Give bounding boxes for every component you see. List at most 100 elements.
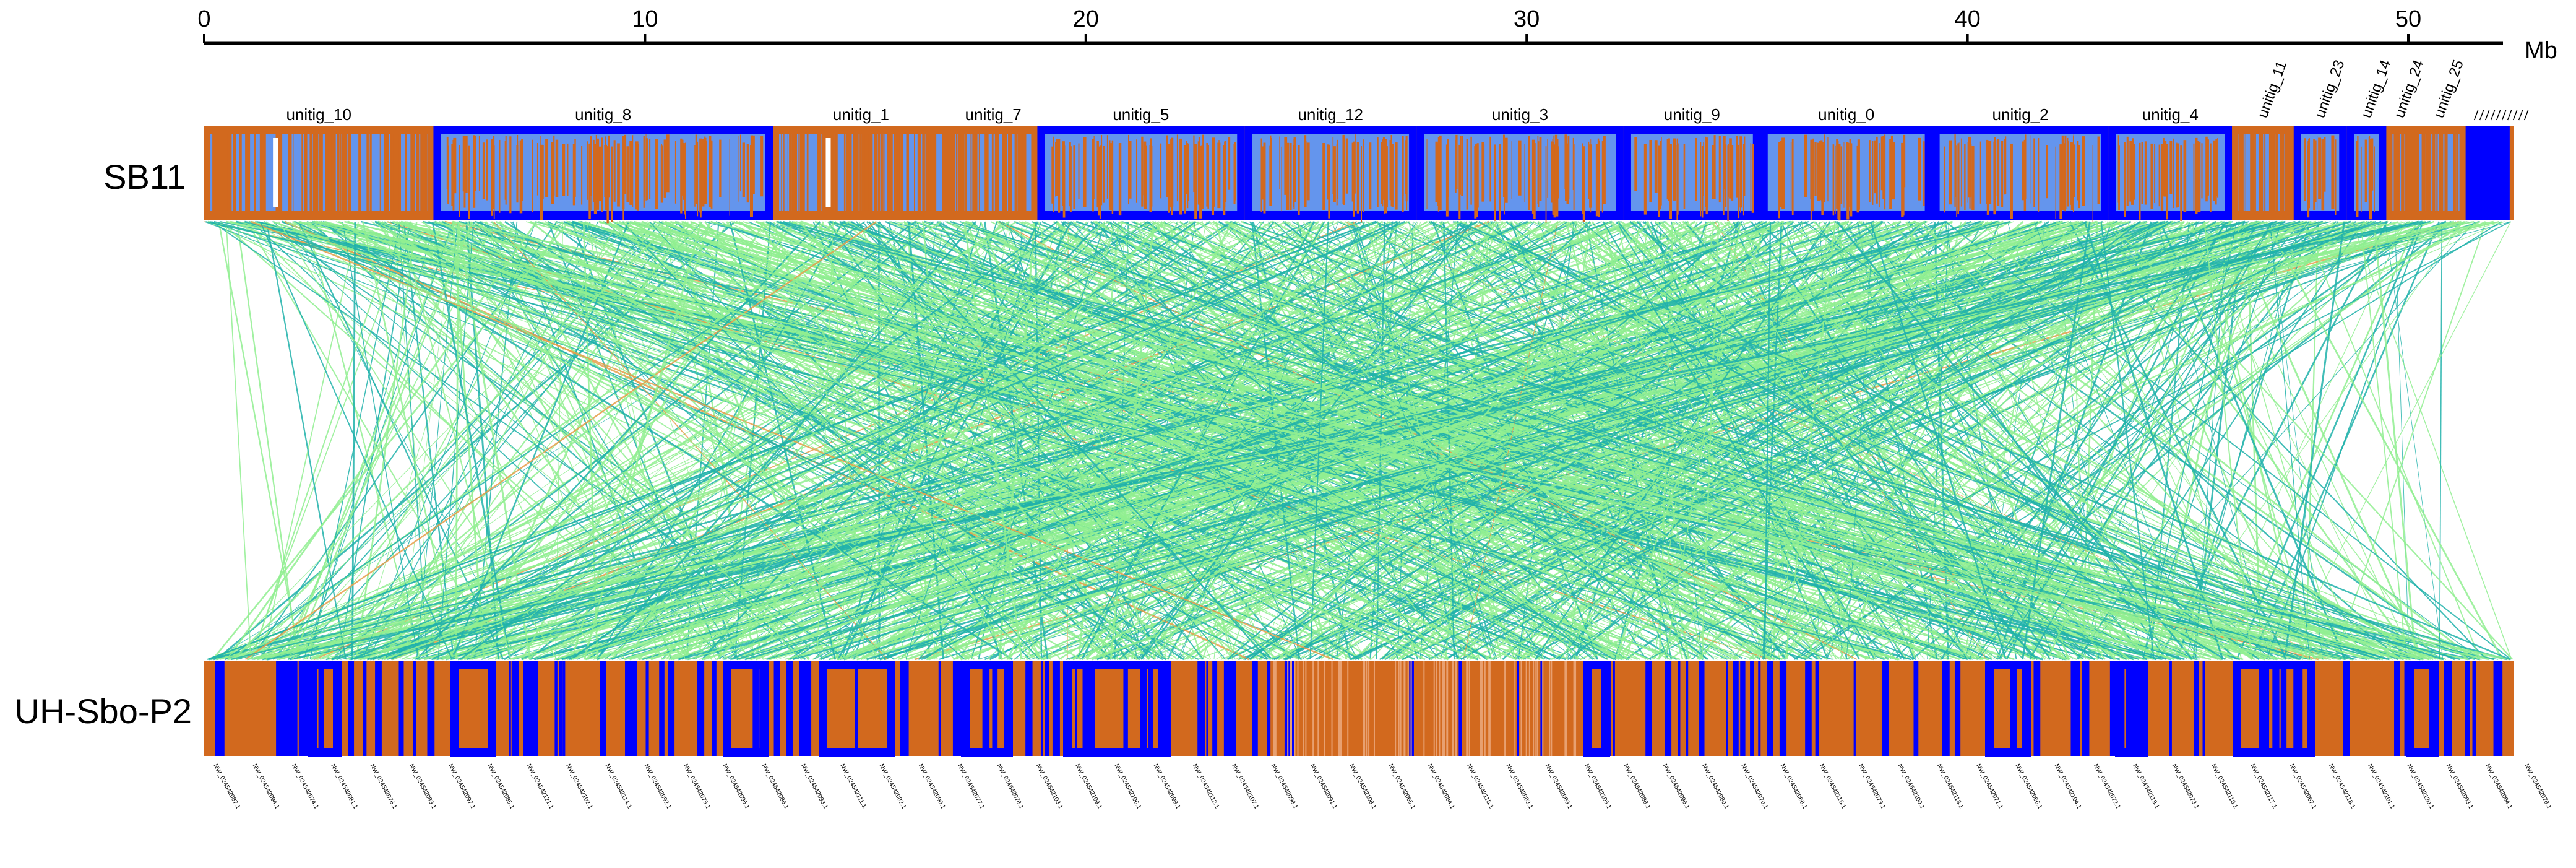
alignment-segment: [972, 134, 976, 211]
synteny-link: [1179, 220, 1772, 661]
light-segment: [1363, 661, 1364, 756]
alignment-segment: [348, 134, 350, 211]
light-segment: [1525, 661, 1527, 756]
synteny-link: [1331, 221, 1496, 660]
alignment-segment: [705, 141, 707, 204]
synteny-link: [325, 221, 866, 660]
synteny-link: [905, 221, 1041, 660]
alignment-segment: [1476, 143, 1479, 208]
alignment-segment: [1595, 144, 1599, 217]
alignment-segment: [975, 134, 978, 211]
alignment-segment: [2166, 144, 2169, 220]
alignment-segment: [1554, 134, 1558, 201]
alignment-bar: [982, 661, 990, 756]
alignment-bar: [668, 661, 675, 756]
alignment-segment: [1332, 137, 1334, 194]
alignment-bar: [288, 661, 291, 756]
alignment-segment: [2238, 134, 2240, 211]
synteny-link: [1836, 221, 2193, 660]
alignment-segment: [928, 134, 931, 211]
alignment-segment: [2150, 143, 2153, 209]
alignment-segment: [1096, 141, 1099, 208]
synteny-link: [411, 221, 1462, 660]
synteny-link: [1535, 221, 1995, 660]
alignment-segment: [225, 134, 228, 211]
synteny-link: [470, 221, 1348, 660]
light-segment: [1294, 661, 1296, 756]
synteny-link: [1277, 221, 1649, 660]
alignment-segment: [2003, 139, 2006, 195]
alignment-bar: [786, 661, 791, 756]
alignment-segment: [392, 134, 395, 211]
alignment-bar: [1228, 661, 1236, 756]
alignment-segment: [1103, 145, 1105, 203]
synteny-link: [246, 221, 694, 660]
scaffold-label: NW_024542107.1: [1230, 763, 1260, 810]
synteny-link: [455, 221, 459, 660]
alignment-segment: [1827, 137, 1829, 202]
synteny-link: [1309, 221, 1329, 660]
alignment-segment: [1669, 144, 1672, 219]
alignment-segment: [655, 139, 658, 209]
alignment-segment: [2268, 134, 2271, 211]
synteny-link: [316, 220, 2340, 661]
synteny-link: [583, 221, 702, 660]
alignment-segment: [1533, 143, 1536, 219]
alignment-segment: [1528, 136, 1531, 210]
alignment-bar: [1255, 661, 1258, 756]
alignment-segment: [1198, 146, 1202, 203]
alignment-segment: [1170, 139, 1171, 208]
gap-marker: [825, 138, 831, 207]
synteny-link: [915, 221, 2324, 660]
alignment-segment: [264, 134, 266, 211]
alignment-segment: [2210, 143, 2212, 212]
synteny-link: [1371, 221, 1474, 660]
alignment-segment: [2010, 143, 2013, 219]
alignment-bar: [220, 661, 225, 756]
alignment-segment: [846, 134, 850, 211]
alignment-segment: [1954, 134, 1956, 207]
alignment-bar: [281, 661, 288, 756]
axis-unit-label: Mb: [2525, 38, 2557, 64]
scaffold-label: NW_024542114.1: [603, 763, 632, 810]
alignment-segment: [2428, 134, 2432, 211]
alignment-segment: [1700, 142, 1702, 217]
alignment-segment: [2197, 141, 2201, 212]
alignment-segment: [459, 145, 460, 217]
synteny-link: [1658, 221, 2040, 660]
synteny-link: [1820, 221, 2392, 660]
synteny-link: [970, 221, 1106, 660]
alignment-bar: [1954, 661, 1961, 756]
axis-tick-label: 40: [1954, 6, 1980, 32]
alignment-segment: [1262, 146, 1265, 200]
alignment-bar: [2033, 661, 2041, 756]
alignment-segment: [1270, 135, 1272, 204]
alignment-segment: [2169, 141, 2173, 194]
alignment-segment: [1731, 145, 1734, 201]
alignment-segment: [329, 134, 333, 211]
alignment-segment: [2023, 139, 2027, 211]
unitig-label: unitig_9: [1664, 105, 1720, 124]
synteny-link: [625, 221, 2488, 660]
alignment-segment: [590, 136, 592, 196]
alignment-segment: [581, 145, 583, 205]
alignment-bar: [2343, 661, 2350, 756]
alignment-segment: [1355, 134, 1356, 194]
synteny-link: [1438, 221, 1998, 660]
alignment-segment: [752, 135, 755, 194]
alignment-segment: [702, 139, 705, 207]
synteny-link: [207, 220, 1376, 661]
alignment-segment: [1141, 136, 1144, 207]
unitig-unitig-9: [1623, 126, 1760, 222]
alignment-segment: [1228, 137, 1231, 190]
unitig-unitig-3: [1416, 126, 1624, 223]
synteny-link: [338, 221, 1082, 660]
alignment-segment: [2062, 139, 2064, 209]
alignment-segment: [1832, 144, 1835, 216]
alignment-segment: [424, 134, 426, 211]
alignment-segment: [887, 134, 890, 211]
alignment-segment: [1557, 146, 1559, 199]
light-segment: [1305, 661, 1307, 756]
alignment-segment: [1187, 144, 1189, 201]
alignment-segment: [1322, 143, 1325, 210]
